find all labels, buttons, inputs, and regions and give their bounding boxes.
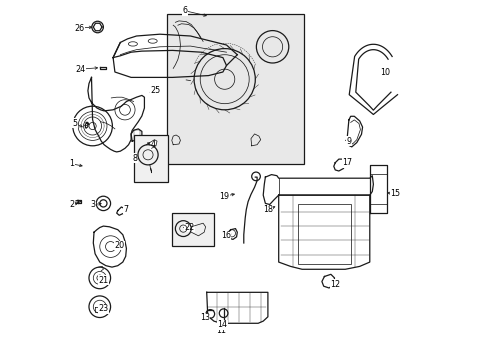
Text: 1: 1 xyxy=(69,159,74,168)
Text: 21: 21 xyxy=(98,276,108,284)
Text: 6: 6 xyxy=(182,6,187,15)
Text: 8: 8 xyxy=(132,154,137,163)
Text: 13: 13 xyxy=(200,313,209,322)
Text: 25: 25 xyxy=(150,86,160,95)
Text: 19: 19 xyxy=(219,192,229,201)
Bar xyxy=(172,213,213,246)
Text: 24: 24 xyxy=(76,65,85,74)
Bar xyxy=(297,204,350,264)
Text: 14: 14 xyxy=(217,320,227,329)
Bar xyxy=(133,135,167,182)
Text: 12: 12 xyxy=(329,280,340,289)
Text: 26: 26 xyxy=(74,23,84,32)
Text: 7: 7 xyxy=(123,205,129,214)
Text: 18: 18 xyxy=(263,205,272,214)
Text: 2: 2 xyxy=(69,200,74,209)
Text: 23: 23 xyxy=(98,305,108,313)
Text: 15: 15 xyxy=(389,189,399,198)
Text: 16: 16 xyxy=(220,231,230,240)
Text: 9: 9 xyxy=(346,136,351,145)
Text: 3: 3 xyxy=(91,200,96,209)
Bar xyxy=(167,14,303,164)
Text: 20: 20 xyxy=(114,241,124,250)
Text: 4: 4 xyxy=(150,140,155,149)
Text: 11: 11 xyxy=(216,326,225,335)
Text: 17: 17 xyxy=(341,158,351,167)
Text: 5: 5 xyxy=(72,118,77,127)
Text: 10: 10 xyxy=(379,68,389,77)
Text: 22: 22 xyxy=(184,223,195,232)
